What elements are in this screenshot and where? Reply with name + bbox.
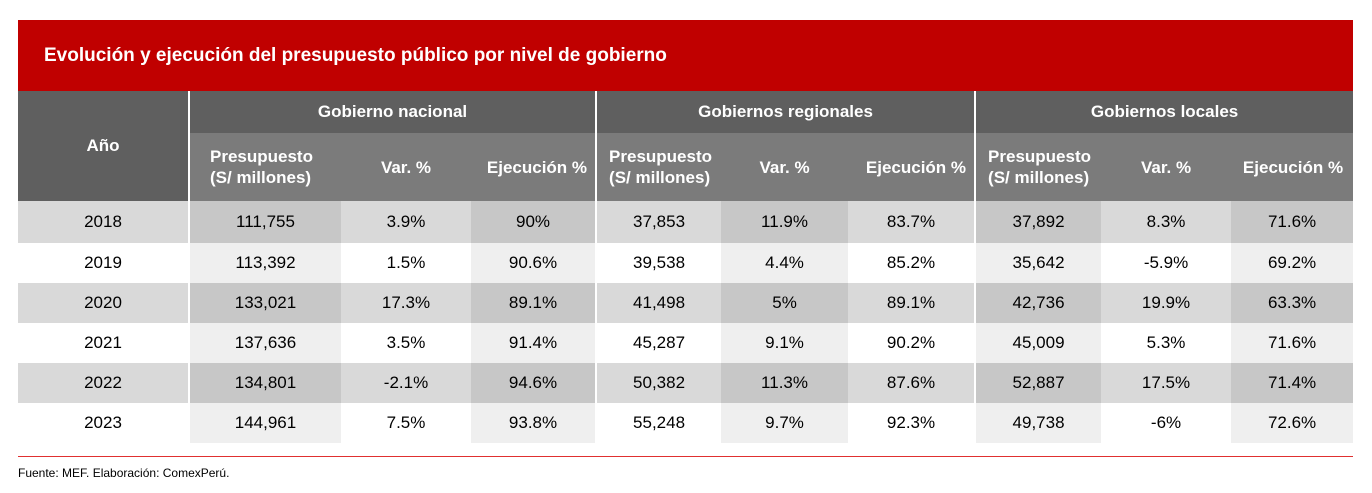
- year-column-header: Año: [18, 91, 190, 201]
- nacional-var-cell: 17.3%: [341, 283, 471, 323]
- table-row: 2018 111,755 3.9% 90% 37,853 11.9% 83.7%…: [18, 201, 1354, 243]
- local-presupuesto-cell: 35,642: [975, 243, 1102, 283]
- nacional-presupuesto-cell: 133,021: [189, 283, 341, 323]
- nacional-var-cell: -2.1%: [341, 363, 471, 403]
- local-var-cell: 19.9%: [1101, 283, 1232, 323]
- local-var-cell: 17.5%: [1101, 363, 1232, 403]
- nacional-var-cell: 7.5%: [341, 403, 471, 443]
- title-bar: Evolución y ejecución del presupuesto pú…: [18, 20, 1353, 91]
- regional-ejecucion-cell: 90.2%: [848, 323, 977, 363]
- year-cell: 2021: [18, 323, 190, 363]
- year-cell: 2018: [18, 201, 190, 243]
- nacional-presupuesto-header: Presupuesto (S/ millones): [189, 133, 341, 201]
- local-var-header: Var. %: [1101, 133, 1232, 201]
- table-row: 2023 144,961 7.5% 93.8% 55,248 9.7% 92.3…: [18, 403, 1354, 443]
- nacional-presupuesto-cell: 144,961: [189, 403, 341, 443]
- year-cell: 2019: [18, 243, 190, 283]
- nacional-presupuesto-cell: 137,636: [189, 323, 341, 363]
- nacional-ejecucion-cell: 93.8%: [471, 403, 598, 443]
- regional-presupuesto-cell: 41,498: [596, 283, 722, 323]
- nacional-presupuesto-cell: 113,392: [189, 243, 341, 283]
- year-cell: 2022: [18, 363, 190, 403]
- local-ejecucion-cell: 72.6%: [1231, 403, 1354, 443]
- regional-presupuesto-header: Presupuesto (S/ millones): [596, 133, 722, 201]
- regional-var-cell: 9.7%: [721, 403, 849, 443]
- nacional-var-cell: 3.9%: [341, 201, 471, 243]
- presupuesto-label: Presupuesto: [210, 147, 313, 166]
- regional-var-cell: 11.9%: [721, 201, 849, 243]
- nacional-ejecucion-cell: 91.4%: [471, 323, 598, 363]
- group-header-regional: Gobiernos regionales: [596, 91, 977, 133]
- regional-ejecucion-header: Ejecución %: [848, 133, 977, 201]
- nacional-ejecucion-cell: 90%: [471, 201, 598, 243]
- local-var-cell: 8.3%: [1101, 201, 1232, 243]
- regional-var-header: Var. %: [721, 133, 849, 201]
- nacional-ejecucion-cell: 89.1%: [471, 283, 598, 323]
- nacional-var-cell: 1.5%: [341, 243, 471, 283]
- year-cell: 2023: [18, 403, 190, 443]
- local-ejecucion-cell: 71.4%: [1231, 363, 1354, 403]
- group-header-nacional: Gobierno nacional: [189, 91, 598, 133]
- local-presupuesto-cell: 45,009: [975, 323, 1102, 363]
- regional-var-cell: 5%: [721, 283, 849, 323]
- regional-presupuesto-cell: 55,248: [596, 403, 722, 443]
- regional-ejecucion-cell: 85.2%: [848, 243, 977, 283]
- nacional-var-header: Var. %: [341, 133, 471, 201]
- local-presupuesto-cell: 37,892: [975, 201, 1102, 243]
- regional-presupuesto-cell: 37,853: [596, 201, 722, 243]
- nacional-ejecucion-header: Ejecución %: [471, 133, 598, 201]
- regional-ejecucion-cell: 87.6%: [848, 363, 977, 403]
- group-header-local: Gobiernos locales: [975, 91, 1354, 133]
- table-row: 2022 134,801 -2.1% 94.6% 50,382 11.3% 87…: [18, 363, 1354, 403]
- nacional-presupuesto-cell: 134,801: [189, 363, 341, 403]
- local-ejecucion-cell: 71.6%: [1231, 201, 1354, 243]
- presupuesto-unit: (S/ millones): [609, 168, 711, 187]
- local-var-cell: 5.3%: [1101, 323, 1232, 363]
- regional-presupuesto-cell: 45,287: [596, 323, 722, 363]
- presupuesto-label: Presupuesto: [988, 147, 1092, 166]
- local-ejecucion-header: Ejecución %: [1231, 133, 1354, 201]
- presupuesto-unit: (S/ millones): [210, 168, 312, 187]
- nacional-ejecucion-cell: 94.6%: [471, 363, 598, 403]
- budget-table: Año Gobierno nacional Gobiernos regional…: [18, 91, 1354, 443]
- local-presupuesto-header: Presupuesto (S/ millones): [975, 133, 1102, 201]
- table-title: Evolución y ejecución del presupuesto pú…: [44, 45, 667, 66]
- local-presupuesto-cell: 49,738: [975, 403, 1102, 443]
- regional-var-cell: 11.3%: [721, 363, 849, 403]
- regional-var-cell: 9.1%: [721, 323, 849, 363]
- table-row: 2019 113,392 1.5% 90.6% 39,538 4.4% 85.2…: [18, 243, 1354, 283]
- local-ejecucion-cell: 69.2%: [1231, 243, 1354, 283]
- local-var-cell: -6%: [1101, 403, 1232, 443]
- regional-var-cell: 4.4%: [721, 243, 849, 283]
- regional-ejecucion-cell: 89.1%: [848, 283, 977, 323]
- year-cell: 2020: [18, 283, 190, 323]
- regional-presupuesto-cell: 50,382: [596, 363, 722, 403]
- regional-ejecucion-cell: 83.7%: [848, 201, 977, 243]
- local-ejecucion-cell: 71.6%: [1231, 323, 1354, 363]
- presupuesto-unit: (S/ millones): [988, 168, 1090, 187]
- regional-ejecucion-cell: 92.3%: [848, 403, 977, 443]
- local-presupuesto-cell: 52,887: [975, 363, 1102, 403]
- nacional-ejecucion-cell: 90.6%: [471, 243, 598, 283]
- regional-presupuesto-cell: 39,538: [596, 243, 722, 283]
- source-note: Fuente: MEF. Elaboración: ComexPerú.: [18, 466, 230, 480]
- local-var-cell: -5.9%: [1101, 243, 1232, 283]
- bottom-divider: [18, 456, 1353, 457]
- nacional-var-cell: 3.5%: [341, 323, 471, 363]
- presupuesto-label: Presupuesto: [609, 147, 713, 166]
- table-row: 2021 137,636 3.5% 91.4% 45,287 9.1% 90.2…: [18, 323, 1354, 363]
- nacional-presupuesto-cell: 111,755: [189, 201, 341, 243]
- local-ejecucion-cell: 63.3%: [1231, 283, 1354, 323]
- local-presupuesto-cell: 42,736: [975, 283, 1102, 323]
- table-row: 2020 133,021 17.3% 89.1% 41,498 5% 89.1%…: [18, 283, 1354, 323]
